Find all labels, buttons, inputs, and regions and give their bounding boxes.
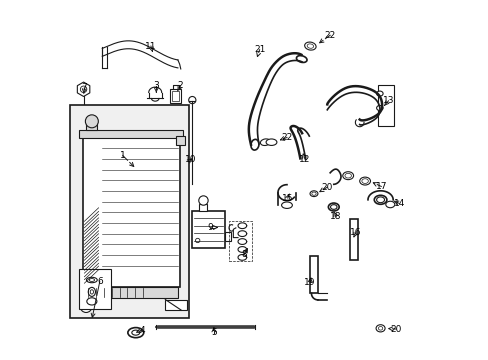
- Text: 7: 7: [81, 84, 87, 93]
- Text: 21: 21: [253, 45, 265, 54]
- Circle shape: [80, 301, 92, 312]
- Text: 22: 22: [324, 31, 335, 40]
- Text: 5: 5: [211, 328, 216, 337]
- Bar: [192, 211, 224, 248]
- Bar: [349, 219, 357, 260]
- Text: 8: 8: [241, 251, 246, 259]
- Bar: [70, 105, 188, 318]
- Ellipse shape: [385, 201, 394, 208]
- Text: 4: 4: [139, 325, 144, 335]
- Ellipse shape: [132, 330, 140, 335]
- Bar: [86, 121, 97, 130]
- Bar: [309, 256, 317, 293]
- Text: 11: 11: [145, 42, 156, 51]
- Ellipse shape: [361, 179, 367, 184]
- Text: 18: 18: [329, 212, 341, 221]
- Text: 1: 1: [120, 151, 125, 160]
- Ellipse shape: [328, 203, 339, 211]
- Bar: [228, 221, 251, 261]
- Ellipse shape: [86, 277, 97, 283]
- Ellipse shape: [342, 172, 353, 180]
- Ellipse shape: [373, 195, 386, 204]
- Ellipse shape: [330, 204, 336, 210]
- Bar: [79, 269, 111, 309]
- Text: 17: 17: [375, 182, 386, 191]
- Circle shape: [195, 238, 200, 243]
- Ellipse shape: [376, 91, 382, 96]
- Text: 12: 12: [299, 155, 310, 163]
- Text: 16: 16: [349, 228, 361, 237]
- Ellipse shape: [375, 325, 384, 332]
- Ellipse shape: [265, 139, 276, 145]
- Text: 20: 20: [321, 183, 332, 192]
- Circle shape: [188, 96, 196, 104]
- Ellipse shape: [89, 279, 94, 282]
- Bar: [79, 130, 183, 138]
- Text: 22: 22: [281, 133, 292, 142]
- Ellipse shape: [90, 290, 93, 294]
- Bar: [199, 204, 207, 211]
- Ellipse shape: [87, 298, 97, 305]
- Text: 15: 15: [282, 194, 293, 202]
- Ellipse shape: [376, 105, 382, 111]
- Bar: [176, 136, 185, 145]
- Circle shape: [199, 196, 208, 205]
- Circle shape: [85, 115, 98, 128]
- Ellipse shape: [306, 44, 313, 48]
- Text: 20: 20: [390, 325, 401, 333]
- Text: 19: 19: [304, 278, 315, 287]
- Text: 14: 14: [393, 199, 404, 208]
- Ellipse shape: [88, 287, 95, 296]
- Ellipse shape: [304, 42, 315, 50]
- Text: 13: 13: [382, 96, 393, 105]
- Bar: [82, 138, 179, 287]
- Ellipse shape: [127, 328, 143, 338]
- Ellipse shape: [359, 177, 370, 185]
- Bar: [84, 287, 178, 298]
- Ellipse shape: [376, 197, 384, 203]
- Text: 2: 2: [177, 81, 183, 90]
- Text: 10: 10: [184, 156, 196, 164]
- Ellipse shape: [296, 55, 306, 63]
- Ellipse shape: [309, 191, 317, 197]
- Circle shape: [80, 86, 87, 93]
- Ellipse shape: [378, 327, 382, 330]
- Ellipse shape: [311, 192, 316, 195]
- Bar: [224, 232, 231, 241]
- Ellipse shape: [250, 139, 259, 150]
- Ellipse shape: [260, 139, 270, 145]
- Ellipse shape: [281, 202, 292, 208]
- Ellipse shape: [344, 174, 351, 178]
- Bar: [170, 89, 181, 103]
- Text: 9: 9: [207, 223, 213, 232]
- Bar: [165, 300, 186, 310]
- Bar: [172, 91, 178, 101]
- Text: 6: 6: [97, 277, 102, 286]
- Bar: [378, 85, 393, 126]
- Text: 3: 3: [153, 81, 159, 90]
